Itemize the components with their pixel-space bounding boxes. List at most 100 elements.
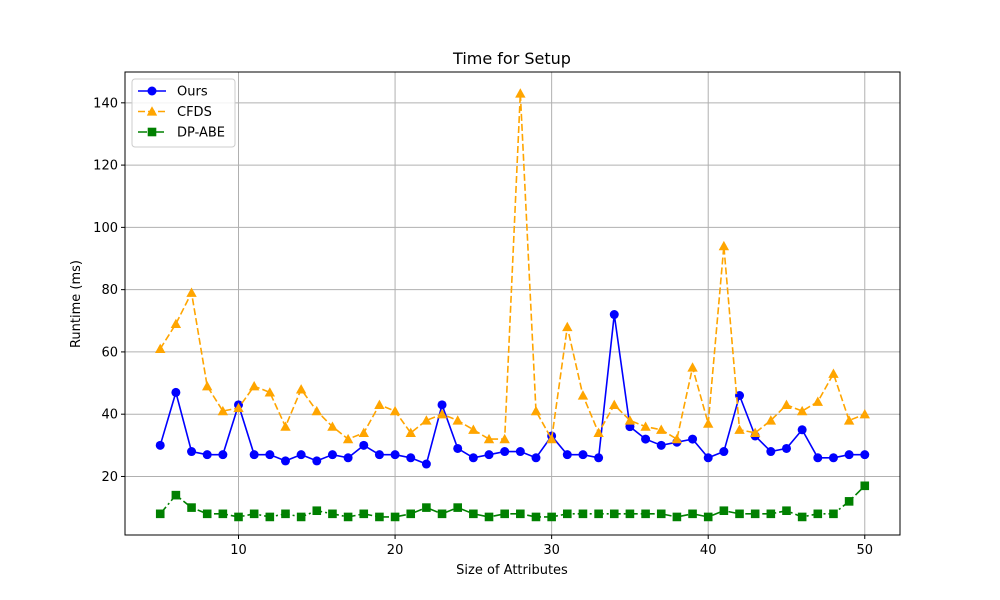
data-point-dp-abe (844, 497, 854, 506)
data-point-cfds (593, 427, 604, 438)
data-point-dp-abe (672, 512, 682, 522)
data-point-ours (500, 447, 510, 457)
data-point-dp-abe (406, 509, 416, 519)
data-point-dp-abe (155, 509, 165, 519)
data-point-dp-abe (782, 506, 791, 516)
data-point-ours (453, 443, 463, 453)
data-point-dp-abe (641, 509, 650, 519)
data-point-cfds (248, 380, 260, 391)
data-point-cfds (796, 405, 808, 416)
data-point-ours (860, 450, 870, 460)
data-point-dp-abe (202, 509, 212, 519)
data-point-ours (531, 453, 541, 463)
y-tick-label: 120 (93, 159, 118, 174)
y-tick-label: 20 (101, 470, 118, 485)
data-point-dp-abe (516, 509, 525, 519)
data-point-ours (828, 453, 838, 463)
data-point-dp-abe (265, 512, 275, 522)
plot-frame (124, 71, 901, 536)
data-point-dp-abe (703, 512, 713, 522)
data-point-dp-abe (750, 509, 760, 519)
data-point-ours (390, 450, 400, 460)
data-point-cfds (843, 415, 855, 425)
data-point-cfds (609, 399, 620, 410)
x-tick-label: 40 (700, 543, 717, 558)
data-point-ours (202, 450, 212, 460)
data-point-ours (421, 459, 431, 469)
data-point-ours (594, 453, 604, 463)
data-point-dp-abe (469, 509, 478, 519)
data-point-ours (844, 450, 854, 460)
y-axis-label: Runtime (ms) (69, 260, 84, 348)
data-point-cfds (703, 418, 714, 428)
data-point-cfds (624, 415, 636, 425)
data-point-cfds (812, 396, 824, 406)
legend-item-dp-abe: DP-ABE (138, 126, 225, 141)
data-point-dp-abe (296, 512, 306, 522)
data-point-ours (265, 450, 275, 460)
data-point-dp-abe (312, 506, 322, 516)
data-point-cfds (186, 287, 197, 297)
data-point-ours (187, 447, 197, 457)
legend-box (131, 78, 236, 148)
data-point-cfds (718, 240, 730, 251)
series-cfds (155, 88, 870, 444)
data-point-dp-abe (437, 509, 447, 519)
x-axis-label: Size of Attributes (456, 563, 568, 578)
data-point-dp-abe (656, 509, 666, 519)
data-point-cfds (671, 433, 683, 444)
legend-label-ours: Ours (177, 85, 208, 100)
series-layer (155, 88, 870, 522)
data-point-cfds (327, 421, 338, 431)
x-tick-label: 30 (543, 543, 560, 558)
data-point-ours (656, 440, 666, 450)
series-line-dp-abe (159, 485, 866, 518)
data-point-dp-abe (375, 512, 384, 522)
data-point-cfds (280, 421, 291, 431)
data-point-cfds (577, 390, 589, 400)
data-point-ours (155, 440, 165, 450)
data-point-ours (406, 453, 416, 463)
data-point-cfds (468, 424, 479, 434)
data-point-ours (797, 425, 807, 435)
x-tick-label: 20 (387, 543, 404, 558)
data-point-ours (719, 447, 729, 457)
data-point-ours (327, 450, 337, 460)
data-point-cfds (358, 427, 369, 438)
legend-marker-ours (147, 86, 157, 96)
data-point-cfds (749, 427, 761, 438)
data-point-ours (578, 450, 588, 460)
x-tick-label: 10 (230, 543, 247, 558)
data-point-ours (688, 434, 698, 444)
data-point-ours (703, 453, 713, 463)
data-point-dp-abe (249, 509, 259, 519)
data-point-ours (813, 453, 823, 463)
data-point-cfds (170, 318, 182, 329)
data-point-cfds (342, 433, 354, 444)
data-point-cfds (546, 433, 557, 444)
data-point-dp-abe (328, 509, 337, 519)
data-point-dp-abe (390, 512, 400, 522)
data-point-cfds (859, 408, 870, 419)
data-point-dp-abe (625, 509, 635, 519)
data-point-dp-abe (531, 512, 541, 522)
legend-marker-cfds (146, 106, 158, 116)
legend: Ours CFDS DP-ABE (131, 78, 236, 148)
data-point-ours (343, 453, 353, 463)
data-point-cfds (687, 362, 698, 372)
data-point-dp-abe (562, 509, 572, 519)
data-point-ours (171, 387, 181, 397)
data-point-cfds (656, 424, 667, 434)
chart-title: Time for Setup (452, 49, 571, 68)
data-point-dp-abe (578, 509, 588, 519)
data-point-ours (312, 456, 322, 466)
data-point-cfds (562, 321, 573, 332)
series-dp-abe (155, 481, 870, 522)
data-point-dp-abe (813, 509, 823, 519)
y-tick-label: 80 (101, 283, 118, 298)
data-point-dp-abe (234, 512, 243, 522)
data-point-dp-abe (829, 509, 838, 519)
data-point-ours (280, 456, 290, 466)
data-point-ours (562, 450, 572, 460)
data-point-cfds (155, 343, 166, 353)
